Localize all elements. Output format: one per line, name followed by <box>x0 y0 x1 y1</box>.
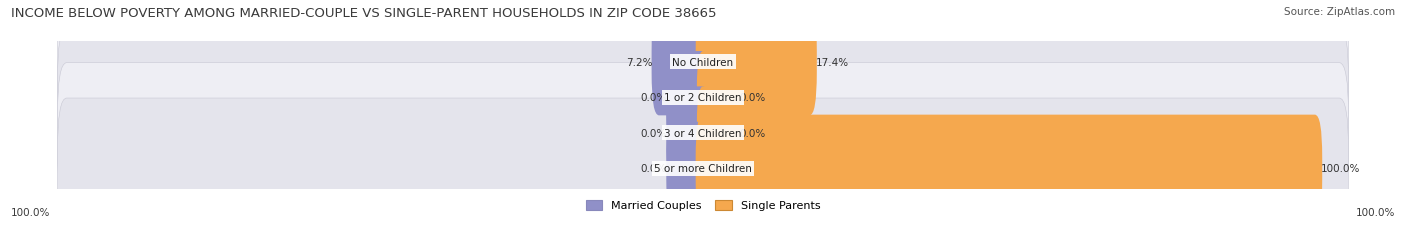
FancyBboxPatch shape <box>58 63 1348 203</box>
Text: 0.0%: 0.0% <box>640 163 666 173</box>
Text: 0.0%: 0.0% <box>740 93 766 103</box>
FancyBboxPatch shape <box>697 87 740 179</box>
FancyBboxPatch shape <box>666 87 709 179</box>
FancyBboxPatch shape <box>58 99 1348 231</box>
FancyBboxPatch shape <box>58 0 1348 132</box>
Text: INCOME BELOW POVERTY AMONG MARRIED-COUPLE VS SINGLE-PARENT HOUSEHOLDS IN ZIP COD: INCOME BELOW POVERTY AMONG MARRIED-COUPL… <box>11 7 717 20</box>
Text: 1 or 2 Children: 1 or 2 Children <box>664 93 742 103</box>
Text: 100.0%: 100.0% <box>11 207 51 217</box>
FancyBboxPatch shape <box>696 9 817 116</box>
FancyBboxPatch shape <box>58 28 1348 168</box>
Text: Source: ZipAtlas.com: Source: ZipAtlas.com <box>1284 7 1395 17</box>
FancyBboxPatch shape <box>696 115 1322 222</box>
Text: 17.4%: 17.4% <box>815 58 849 68</box>
Legend: Married Couples, Single Parents: Married Couples, Single Parents <box>586 200 820 210</box>
Text: 5 or more Children: 5 or more Children <box>654 163 752 173</box>
Text: 0.0%: 0.0% <box>640 128 666 138</box>
FancyBboxPatch shape <box>651 9 710 116</box>
Text: 7.2%: 7.2% <box>626 58 652 68</box>
FancyBboxPatch shape <box>666 122 709 214</box>
Text: 0.0%: 0.0% <box>740 128 766 138</box>
Text: 0.0%: 0.0% <box>640 93 666 103</box>
FancyBboxPatch shape <box>697 52 740 144</box>
Text: No Children: No Children <box>672 58 734 68</box>
FancyBboxPatch shape <box>666 52 709 144</box>
Text: 100.0%: 100.0% <box>1355 207 1395 217</box>
Text: 100.0%: 100.0% <box>1322 163 1361 173</box>
Text: 3 or 4 Children: 3 or 4 Children <box>664 128 742 138</box>
